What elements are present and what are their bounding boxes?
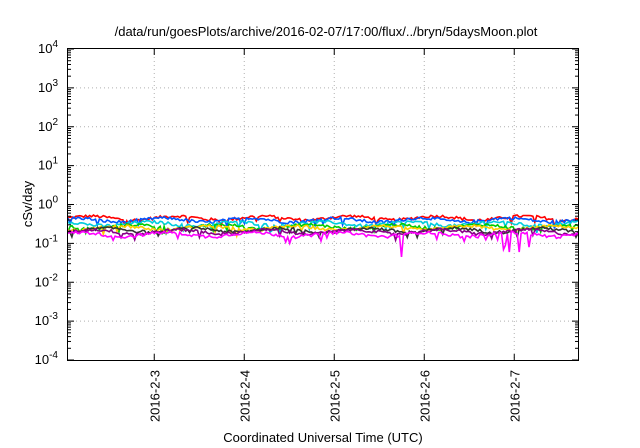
y-tick-label: 10-2	[35, 272, 59, 289]
series-line	[67, 222, 579, 236]
plot-frame	[67, 48, 579, 361]
x-tick-label: 2016-2-3	[147, 370, 162, 422]
y-tick-label: 10-1	[35, 233, 59, 250]
series-line	[67, 230, 579, 257]
series-line	[67, 215, 579, 230]
x-tick-label: 2016-2-7	[507, 370, 522, 422]
chart-title: /data/run/goesPlots/archive/2016-02-07/1…	[115, 24, 538, 39]
y-tick-label: 101	[38, 156, 58, 173]
x-axis-ticks: 2016-2-3 2016-2-4 2016-2-5 2016-2-6 2016-2-7	[147, 49, 522, 422]
x-tick-label: 2016-2-4	[237, 370, 252, 422]
x-axis-label: Coordinated Universal Time (UTC)	[223, 430, 422, 445]
y-tick-label: 103	[38, 78, 58, 95]
y-tick-label: 10-3	[35, 311, 59, 328]
y-tick-label: 102	[38, 117, 58, 134]
x-tick-label: 2016-2-5	[327, 370, 342, 422]
series-line	[67, 219, 579, 236]
x-tick-label: 2016-2-6	[417, 370, 432, 422]
series-lines	[67, 213, 579, 257]
y-tick-label: 10-4	[35, 350, 59, 367]
gridlines	[68, 49, 578, 360]
y-tick-label: 100	[38, 195, 58, 212]
series-line	[67, 223, 579, 239]
y-axis-label: cSv/day	[20, 180, 35, 227]
y-tick-label: 104	[38, 39, 58, 56]
